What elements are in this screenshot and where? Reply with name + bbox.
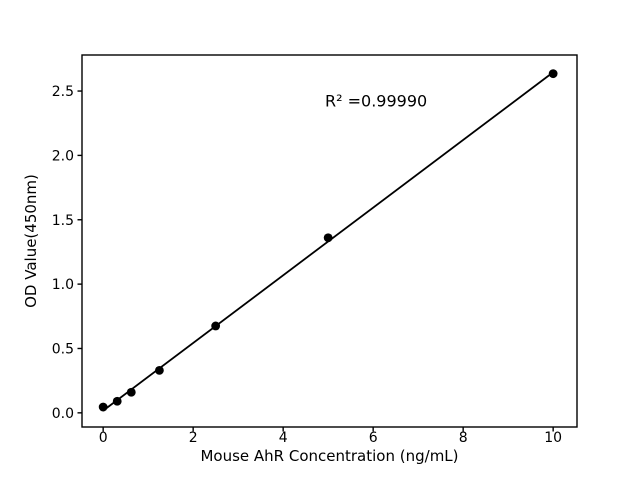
r-squared-annotation: R² =0.99990 — [325, 91, 428, 111]
data-point — [155, 365, 164, 375]
x-tick-label: 0 — [99, 430, 108, 446]
data-point — [323, 233, 333, 243]
data-point — [112, 396, 122, 406]
x-tick-label: 6 — [369, 430, 378, 446]
plot-border — [81, 54, 578, 428]
data-point — [126, 387, 136, 397]
y-tick-label: 0.5 — [52, 341, 74, 357]
y-tick-label: 2.0 — [52, 148, 74, 164]
x-tick-label: 10 — [544, 430, 562, 446]
data-point — [98, 402, 108, 412]
data-point — [211, 321, 221, 331]
x-tick-label: 8 — [459, 430, 468, 446]
data-point — [548, 69, 558, 79]
x-axis-label: Mouse AhR Concentration (ng/mL) — [200, 447, 459, 465]
y-tick-label: 2.5 — [52, 84, 74, 100]
y-tick-label: 1.0 — [52, 277, 74, 293]
x-tick-label: 2 — [189, 430, 198, 446]
y-axis-label: OD Value(450nm) — [21, 174, 40, 308]
y-tick-label: 1.5 — [52, 213, 74, 229]
x-tick-label: 4 — [279, 430, 288, 446]
y-tick-label: 0.0 — [52, 406, 74, 422]
